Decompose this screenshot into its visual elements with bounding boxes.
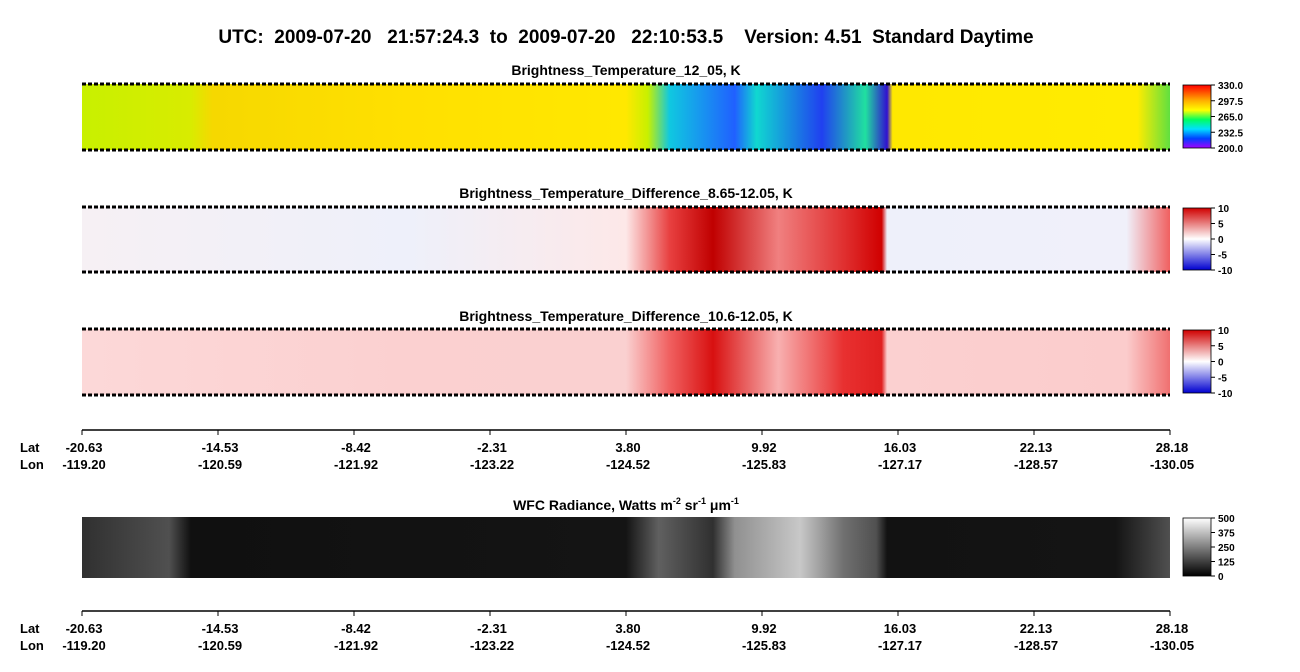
lat-label: 22.13 (1020, 621, 1053, 636)
swath-image (82, 329, 1170, 395)
colorbar-label: 5 (1218, 342, 1224, 353)
lat-label: -14.53 (202, 440, 239, 455)
axis-row-label: Lat (20, 621, 40, 636)
lat-label: 3.80 (615, 621, 640, 636)
colorbar-label: 5 (1218, 220, 1224, 231)
panel-title: Brightness_Temperature_Difference_8.65-1… (459, 185, 793, 201)
title-part: sr (681, 497, 699, 513)
lat-label: 16.03 (884, 440, 917, 455)
lon-label: -119.20 (62, 457, 105, 472)
colorbar-label: 200.0 (1218, 144, 1243, 155)
lat-label: -8.42 (341, 621, 371, 636)
colorbar (1182, 207, 1212, 271)
colorbar-label: -5 (1218, 251, 1227, 262)
superscript: -1 (731, 496, 739, 506)
lon-label: -124.52 (606, 457, 650, 472)
lat-label: -20.63 (66, 440, 103, 455)
lat-label: -20.63 (66, 621, 103, 636)
colorbar-label: -10 (1218, 266, 1233, 277)
lat-label: -8.42 (341, 440, 371, 455)
lat-label: -14.53 (202, 621, 239, 636)
colorbar-label: 500 (1218, 514, 1235, 525)
lat-label: 3.80 (615, 440, 640, 455)
lat-label: -2.31 (477, 621, 507, 636)
lon-label: -121.92 (334, 638, 378, 653)
lon-label: -125.83 (742, 638, 786, 653)
lon-label: -127.17 (878, 638, 922, 653)
lat-label: 28.18 (1156, 621, 1189, 636)
colorbar-label: 10 (1218, 326, 1230, 337)
lon-label: -121.92 (334, 457, 378, 472)
lon-label: -128.57 (1014, 638, 1058, 653)
lon-label: -125.83 (742, 457, 786, 472)
lat-label: 28.18 (1156, 440, 1189, 455)
lon-label: -120.59 (198, 457, 242, 472)
colorbar-label: 0 (1218, 572, 1224, 583)
colorbar-label: 265.0 (1218, 113, 1243, 124)
lat-label: 22.13 (1020, 440, 1053, 455)
swath-image (82, 84, 1170, 150)
superscript: -2 (673, 496, 681, 506)
lon-label: -120.59 (198, 638, 242, 653)
colorbar (1182, 329, 1212, 394)
colorbar-label: -5 (1218, 373, 1227, 384)
lon-label: -130.05 (1150, 638, 1194, 653)
panel-title: Brightness_Temperature_Difference_10.6-1… (459, 308, 793, 324)
lat-label: 16.03 (884, 621, 917, 636)
colorbar-label: 0 (1218, 235, 1224, 246)
lon-label: -128.57 (1014, 457, 1058, 472)
lon-label: -119.20 (62, 638, 105, 653)
lon-label: -124.52 (606, 638, 650, 653)
superscript: -1 (698, 496, 706, 506)
colorbar-label: 250 (1218, 543, 1235, 554)
lon-label: -130.05 (1150, 457, 1194, 472)
axis-row-label: Lon (20, 457, 44, 472)
lon-label: -123.22 (470, 638, 514, 653)
panel-title: Brightness_Temperature_12_05, K (511, 62, 740, 78)
swath-image (82, 517, 1170, 578)
axis-row-label: Lat (20, 440, 40, 455)
colorbar-label: 10 (1218, 204, 1230, 215)
colorbar-label: 0 (1218, 358, 1224, 369)
colorbar-label: 375 (1218, 529, 1235, 540)
title-part: μm (706, 497, 731, 513)
colorbar-label: 297.5 (1218, 97, 1243, 108)
axis-row-label: Lon (20, 638, 44, 653)
lon-label: -127.17 (878, 457, 922, 472)
lat-label: 9.92 (751, 440, 776, 455)
colorbar-label: 125 (1218, 558, 1235, 569)
colorbar-label: 232.5 (1218, 128, 1243, 139)
panel-title: WFC Radiance, Watts m-2 sr-1 μm-1 (513, 496, 739, 513)
page-title: UTC: 2009-07-20 21:57:24.3 to 2009-07-20… (218, 27, 1033, 48)
colorbar-label: -10 (1218, 389, 1233, 400)
colorbar (1182, 517, 1212, 577)
title-part: WFC Radiance, Watts m (513, 497, 673, 513)
lat-label: -2.31 (477, 440, 507, 455)
lat-label: 9.92 (751, 621, 776, 636)
colorbar-label: 330.0 (1218, 81, 1243, 92)
swath-image (82, 207, 1170, 272)
colorbar (1182, 84, 1212, 149)
lon-label: -123.22 (470, 457, 514, 472)
